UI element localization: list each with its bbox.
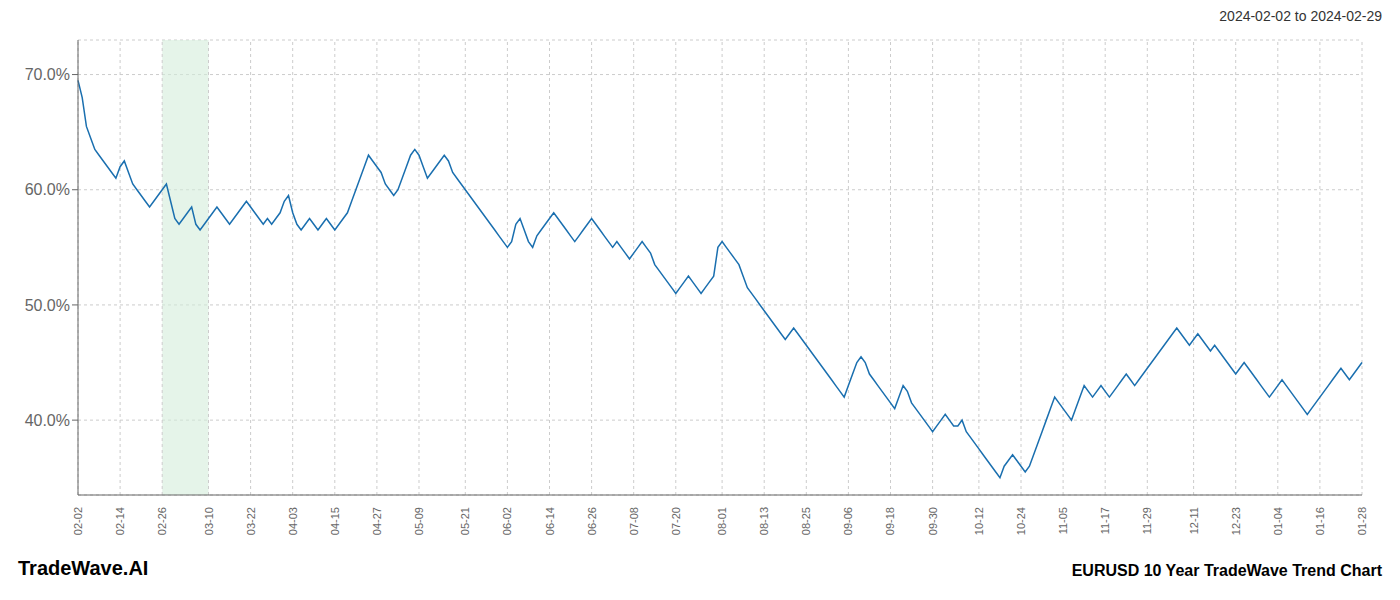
svg-text:11-17: 11-17 bbox=[1099, 507, 1111, 534]
svg-text:02-14: 02-14 bbox=[114, 507, 126, 535]
svg-text:06-14: 06-14 bbox=[544, 507, 556, 535]
svg-text:04-15: 04-15 bbox=[329, 507, 341, 535]
svg-text:08-01: 08-01 bbox=[716, 507, 728, 535]
svg-text:04-03: 04-03 bbox=[287, 507, 299, 535]
svg-text:09-18: 09-18 bbox=[884, 507, 896, 535]
svg-text:09-06: 09-06 bbox=[842, 507, 854, 535]
svg-text:10-24: 10-24 bbox=[1015, 507, 1027, 535]
svg-text:11-05: 11-05 bbox=[1057, 507, 1069, 534]
svg-text:11-29: 11-29 bbox=[1141, 507, 1153, 534]
svg-text:02-26: 02-26 bbox=[156, 507, 168, 535]
svg-text:03-10: 03-10 bbox=[203, 507, 215, 535]
html-text:2024-02-02 to 2024-02-29: 2024-02-02 to 2024-02-29 bbox=[1219, 8, 1382, 24]
svg-text:01-28: 01-28 bbox=[1356, 507, 1368, 535]
svg-text:05-21: 05-21 bbox=[459, 507, 471, 535]
svg-text:03-22: 03-22 bbox=[245, 507, 257, 535]
svg-text:05-09: 05-09 bbox=[413, 507, 425, 535]
svg-text:06-26: 06-26 bbox=[586, 507, 598, 535]
svg-text:12-23: 12-23 bbox=[1230, 507, 1242, 535]
svg-text:04-27: 04-27 bbox=[371, 507, 383, 535]
svg-text:09-30: 09-30 bbox=[927, 507, 939, 535]
svg-text:08-13: 08-13 bbox=[758, 507, 770, 535]
svg-text:70.0%: 70.0% bbox=[25, 66, 70, 83]
svg-text:08-25: 08-25 bbox=[800, 507, 812, 535]
svg-text:07-08: 07-08 bbox=[628, 507, 640, 535]
html-text:EURUSD 10 Year TradeWave Trend: EURUSD 10 Year TradeWave Trend Chart bbox=[1071, 562, 1382, 579]
svg-text:10-12: 10-12 bbox=[973, 507, 985, 535]
svg-text:01-04: 01-04 bbox=[1272, 507, 1284, 535]
svg-text:07-20: 07-20 bbox=[670, 507, 682, 535]
svg-text:50.0%: 50.0% bbox=[25, 297, 70, 314]
svg-text:02-02: 02-02 bbox=[72, 507, 84, 535]
svg-text:01-16: 01-16 bbox=[1314, 507, 1326, 535]
svg-text:40.0%: 40.0% bbox=[25, 412, 70, 429]
html-text:TradeWave.AI: TradeWave.AI bbox=[18, 557, 149, 579]
svg-text:06-02: 06-02 bbox=[501, 507, 513, 535]
svg-text:60.0%: 60.0% bbox=[25, 181, 70, 198]
svg-text:12-11: 12-11 bbox=[1188, 507, 1200, 534]
